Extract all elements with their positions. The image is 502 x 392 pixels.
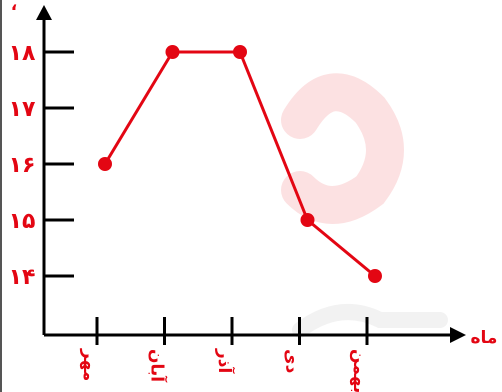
data-point xyxy=(98,157,112,171)
x-tick-label: مهر xyxy=(79,348,99,381)
data-point xyxy=(233,45,247,59)
y-tick-label: ۱۵ xyxy=(9,209,36,234)
y-tick-label: ۱۷ xyxy=(9,97,36,122)
y-tick-label: ۱۶ xyxy=(9,153,36,178)
watermark xyxy=(281,73,448,338)
x-axis-arrow xyxy=(450,327,466,343)
series-line xyxy=(98,45,382,283)
x-axis-label: ماه xyxy=(471,328,498,348)
data-point xyxy=(165,45,180,59)
x-tick-label: آبان xyxy=(147,349,169,383)
x-tick-label: دی xyxy=(282,349,302,374)
data-point xyxy=(300,213,315,227)
y-tick-label: ۱۴ xyxy=(9,265,36,290)
y-ticks: ۱۴ ۱۵ ۱۶ ۱۷ ۱۸ xyxy=(9,41,74,290)
data-point xyxy=(368,269,382,283)
y-axis-label-fragment: ، xyxy=(11,0,17,15)
x-tick-label: بهمن xyxy=(349,349,369,392)
x-tick-label: آذر xyxy=(214,348,236,375)
y-tick-label: ۱۸ xyxy=(9,41,36,66)
y-axis-arrow xyxy=(36,5,52,20)
x-ticks: مهر آبان آذر دی بهمن xyxy=(79,317,369,392)
